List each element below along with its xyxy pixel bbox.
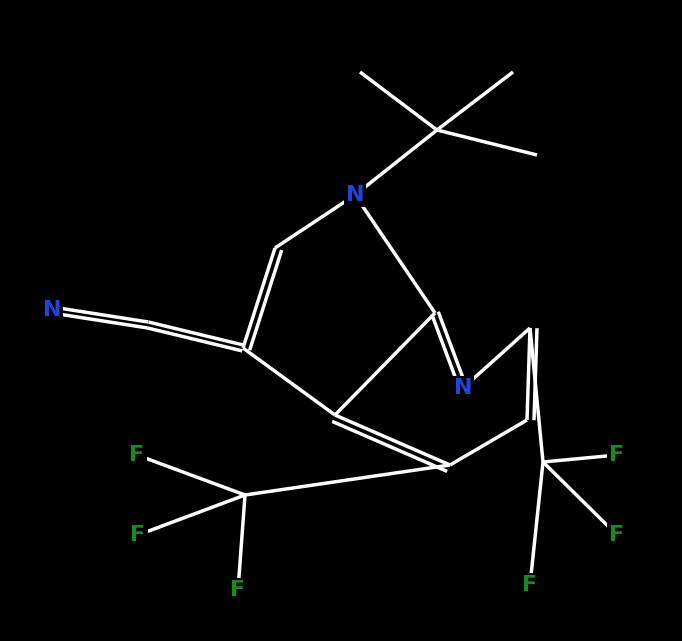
Text: N: N: [43, 300, 61, 320]
Text: F: F: [610, 445, 625, 465]
Text: F: F: [610, 525, 625, 545]
Text: F: F: [130, 445, 145, 465]
Text: F: F: [522, 575, 537, 595]
Text: N: N: [454, 378, 472, 398]
Text: F: F: [130, 525, 145, 545]
Text: F: F: [231, 580, 246, 600]
Text: N: N: [346, 185, 364, 205]
